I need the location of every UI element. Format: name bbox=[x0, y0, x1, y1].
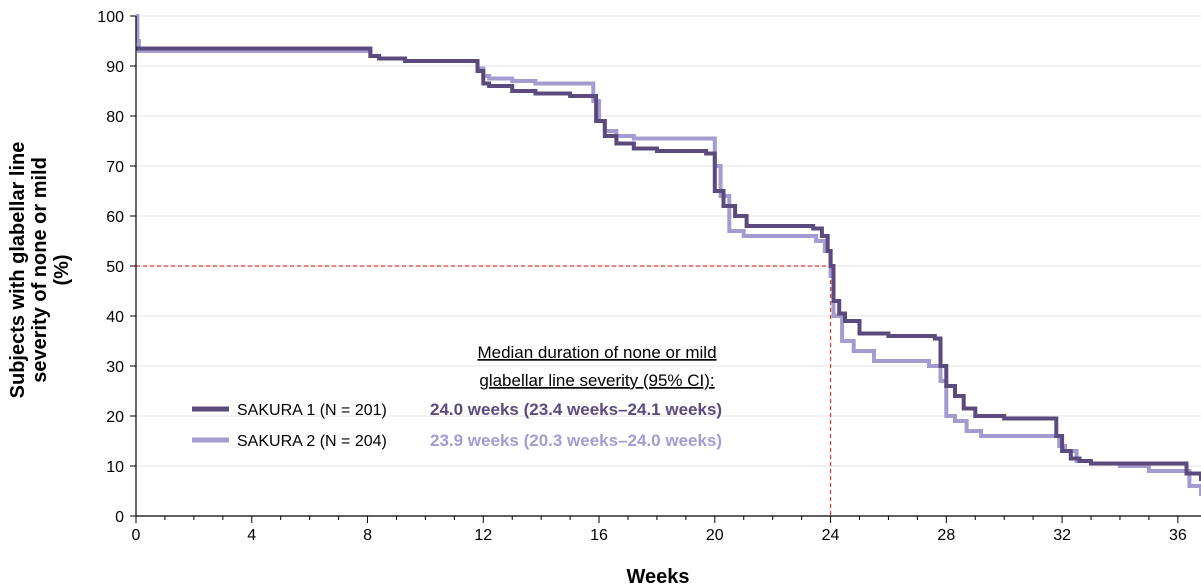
legend: Median duration of none or mild glabella… bbox=[192, 343, 722, 450]
x-tick-label-36: 36 bbox=[1169, 527, 1187, 544]
y-tick-label-90: 90 bbox=[106, 59, 124, 76]
legend-median-sakura-2: 23.9 weeks (20.3 weeks–24.0 weeks) bbox=[430, 431, 722, 450]
series-layer bbox=[135, 14, 1201, 496]
y-tick-label-40: 40 bbox=[106, 309, 124, 326]
y-tick-label-50: 50 bbox=[106, 259, 124, 276]
y-tick-label-80: 80 bbox=[106, 109, 124, 126]
y-axis-title-line-1: Subjects with glabellar line bbox=[7, 142, 29, 399]
x-tick-label-12: 12 bbox=[474, 527, 492, 544]
legend-header-line-1: Median duration of none or mild bbox=[477, 343, 716, 362]
x-axis-ticks: 0 4 8 12 16 20 24 28 32 36 bbox=[132, 516, 1187, 544]
y-tick-label-70: 70 bbox=[106, 159, 124, 176]
y-tick-label-60: 60 bbox=[106, 209, 124, 226]
y-tick-label-0: 0 bbox=[115, 509, 124, 526]
series-line-sakura-1 bbox=[136, 46, 1201, 481]
legend-median-sakura-1: 24.0 weeks (23.4 weeks–24.1 weeks) bbox=[430, 400, 722, 419]
y-axis-title-line-3: (%) bbox=[51, 254, 73, 285]
y-tick-label-30: 30 bbox=[106, 359, 124, 376]
x-tick-label-16: 16 bbox=[590, 527, 608, 544]
x-tick-label-8: 8 bbox=[363, 527, 372, 544]
legend-label-sakura-1: SAKURA 1 (N = 201) bbox=[237, 402, 387, 419]
x-tick-label-32: 32 bbox=[1053, 527, 1071, 544]
y-tick-label-10: 10 bbox=[106, 459, 124, 476]
x-tick-label-4: 4 bbox=[247, 527, 256, 544]
x-axis-title: Weeks bbox=[626, 566, 689, 588]
x-tick-label-28: 28 bbox=[937, 527, 955, 544]
median-reference-lines bbox=[136, 265, 832, 516]
legend-header-line-2: glabellar line severity (95% CI): bbox=[479, 371, 714, 390]
x-tick-label-20: 20 bbox=[706, 527, 724, 544]
gridlines bbox=[136, 15, 1201, 467]
y-tick-label-100: 100 bbox=[97, 9, 124, 26]
y-axis-ticks: 0 10 20 30 40 50 60 70 80 90 100 bbox=[97, 9, 136, 526]
x-tick-label-24: 24 bbox=[822, 527, 840, 544]
legend-label-sakura-2: SAKURA 2 (N = 204) bbox=[237, 433, 387, 450]
y-axis-title: Subjects with glabellar line severity of… bbox=[7, 142, 73, 399]
y-axis-title-line-2: severity of none or mild bbox=[29, 157, 51, 383]
y-tick-label-20: 20 bbox=[106, 409, 124, 426]
series-line-sakura-2 bbox=[135, 14, 1201, 496]
x-tick-label-0: 0 bbox=[132, 527, 141, 544]
